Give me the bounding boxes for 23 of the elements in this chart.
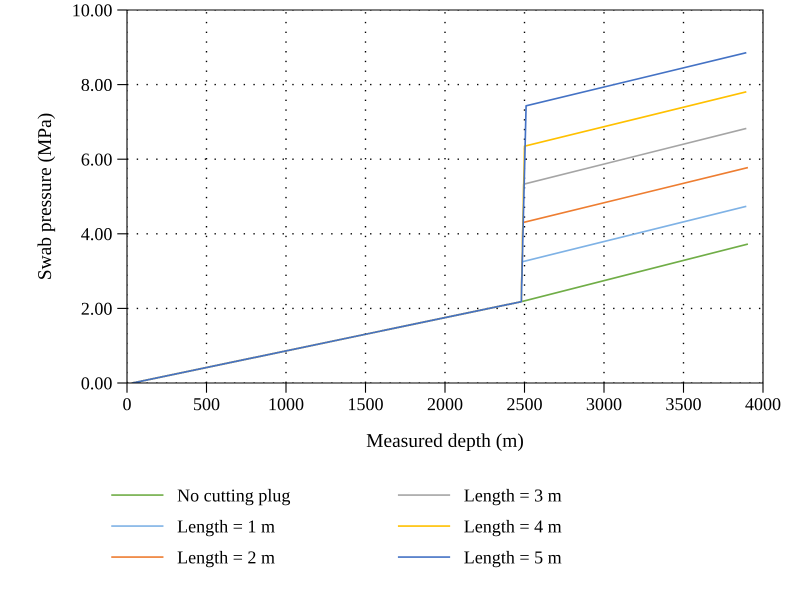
legend-label: Length = 4 m [464,520,562,536]
y-tick-label: 6.00 [82,153,112,166]
y-tick-label: 8.00 [82,78,112,92]
x-axis-title: Measured depth (m) [366,433,523,452]
legend-label: Length = 2 m [178,550,275,568]
y-tick-label: 0.00 [82,377,112,390]
legend-label: Length = 1 m [178,520,275,536]
x-tick-label: 0 [123,398,131,410]
legend-label: No cutting plug [178,488,290,506]
y-axis-title: Swab pressure (MPa) [37,114,56,279]
y-tick-label: 10.00 [73,4,112,17]
y-tick-label: 4.00 [81,228,112,240]
y-tick-label: 2.00 [82,302,112,315]
x-tick-label: 500 [194,398,220,410]
x-tick-label: 3000 [586,398,622,410]
x-tick-label: 3500 [666,398,701,410]
x-tick-label: 1000 [270,398,304,410]
x-tick-label: 2500 [507,398,542,410]
legend-label: Length = 3 m [464,488,562,506]
legend-label: Length = 5 m [464,550,562,568]
x-tick-label: 1500 [349,398,383,410]
x-tick-label: 2000 [428,398,462,410]
x-tick-label: 4000 [745,398,780,410]
